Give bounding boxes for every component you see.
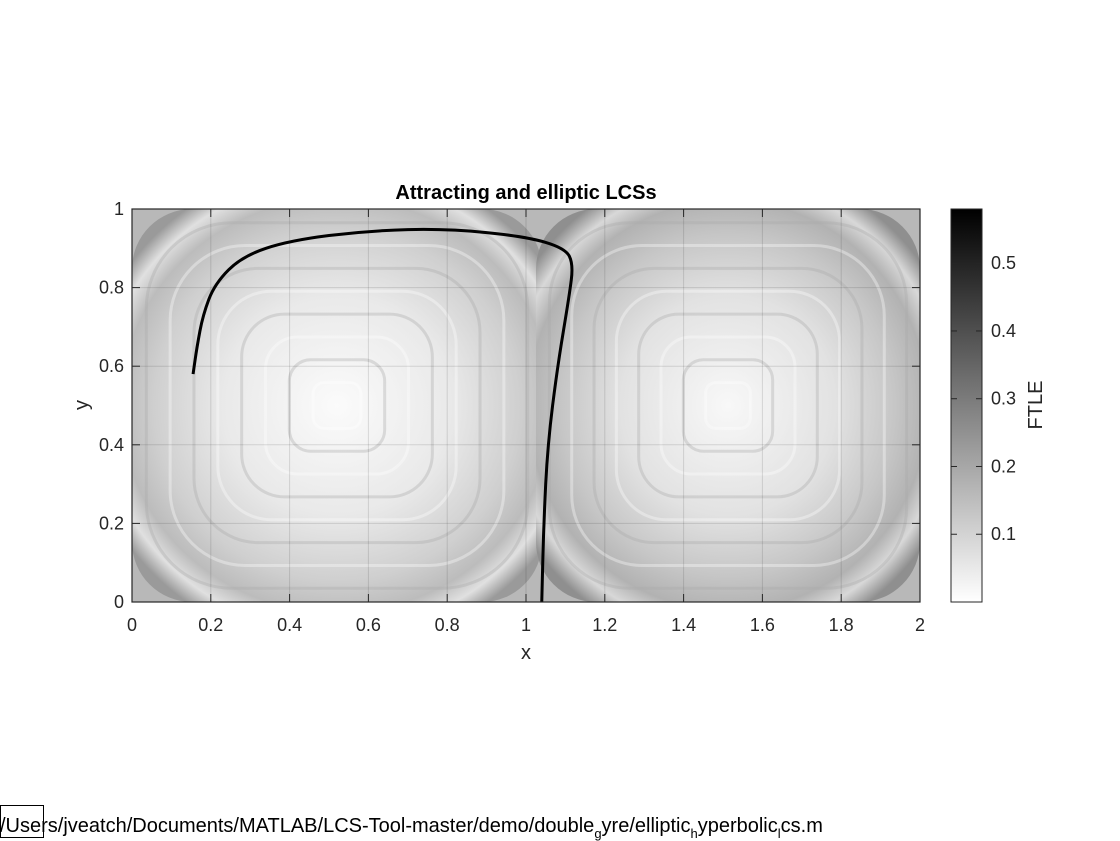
colorbar-tick-label: 0.1 [991,524,1016,544]
ftle-ring [704,381,752,430]
chart-title: Attracting and elliptic LCSs [395,182,656,204]
x-tick-label: 1.2 [592,615,617,635]
footer-path-subscript: h [690,826,698,841]
ftle-ring [144,221,530,590]
colorbar-tick-label: 0.3 [991,389,1016,409]
ftle-ring [614,289,842,522]
colorbar-tick-label: 0.4 [991,321,1016,341]
footer-path-segment: /Users/jveatch/Documents/MATLAB/LCS-Tool… [0,815,595,837]
x-tick-label: 2 [915,615,925,635]
axis-ticks [131,208,921,603]
footer-box [0,805,44,838]
ftle-field [132,209,920,602]
x-tick-label: 1.4 [671,615,696,635]
x-tick-label: 0.8 [435,615,460,635]
x-tick-label: 0.6 [356,615,381,635]
lcs-curve [191,227,574,602]
y-tick-label: 0 [114,592,124,612]
y-tick-label: 0.8 [99,278,124,298]
colorbar [950,208,983,603]
colorbar-ticks: 0.1 0.2 0.3 0.4 0.5 [951,253,1016,544]
x-tick-label: 0 [127,615,137,635]
ftle-ring [263,335,411,476]
x-axis-label: x [521,642,531,664]
footer-path-segment: yre/elliptic [601,815,691,837]
ftle-ring [547,221,909,590]
y-tick-label: 0.6 [99,356,124,376]
y-tick-label: 0.2 [99,513,124,533]
y-tick-labels: 0 0.2 0.4 0.6 0.8 1 [99,199,124,612]
x-tick-label: 0.2 [198,615,223,635]
ftle-ring [592,266,864,545]
ftle-ring [216,289,458,522]
x-tick-label: 1.8 [829,615,854,635]
ftle-ring [240,312,434,499]
footer-path-segment: cs.m [780,815,823,837]
y-axis-label: y [71,400,93,410]
ftle-ring [659,335,797,476]
ftle-ring [192,266,482,545]
right-gyre [536,209,920,602]
ftle-ring [311,381,363,430]
ftle-ring [570,244,886,567]
ftle-ring [681,358,775,453]
ftle-ring [637,312,819,499]
x-tick-label: 1 [521,615,531,635]
footer-path-subscript: l [777,826,781,841]
ftle-ring [168,244,506,567]
ftle-ring [287,358,387,453]
colorbar-tick-label: 0.2 [991,456,1016,476]
file-path-footer: /Users/jveatch/Documents/MATLAB/LCS-Tool… [0,812,823,840]
y-tick-label: 0.4 [99,435,124,455]
y-tick-label: 1 [114,199,124,219]
x-tick-label: 1.6 [750,615,775,635]
footer-path-subscript: g [594,826,602,841]
colorbar-tick-label: 0.5 [991,253,1016,273]
colorbar-label: FTLE [1025,381,1047,430]
ftle-rings [144,221,909,590]
x-tick-label: 0.4 [277,615,302,635]
x-tick-labels: 0 0.2 0.4 0.6 0.8 1 1.2 1.4 1.6 1.8 2 [127,615,925,635]
footer-path-segment: yperbolic [697,815,778,837]
left-gyre [132,209,542,602]
